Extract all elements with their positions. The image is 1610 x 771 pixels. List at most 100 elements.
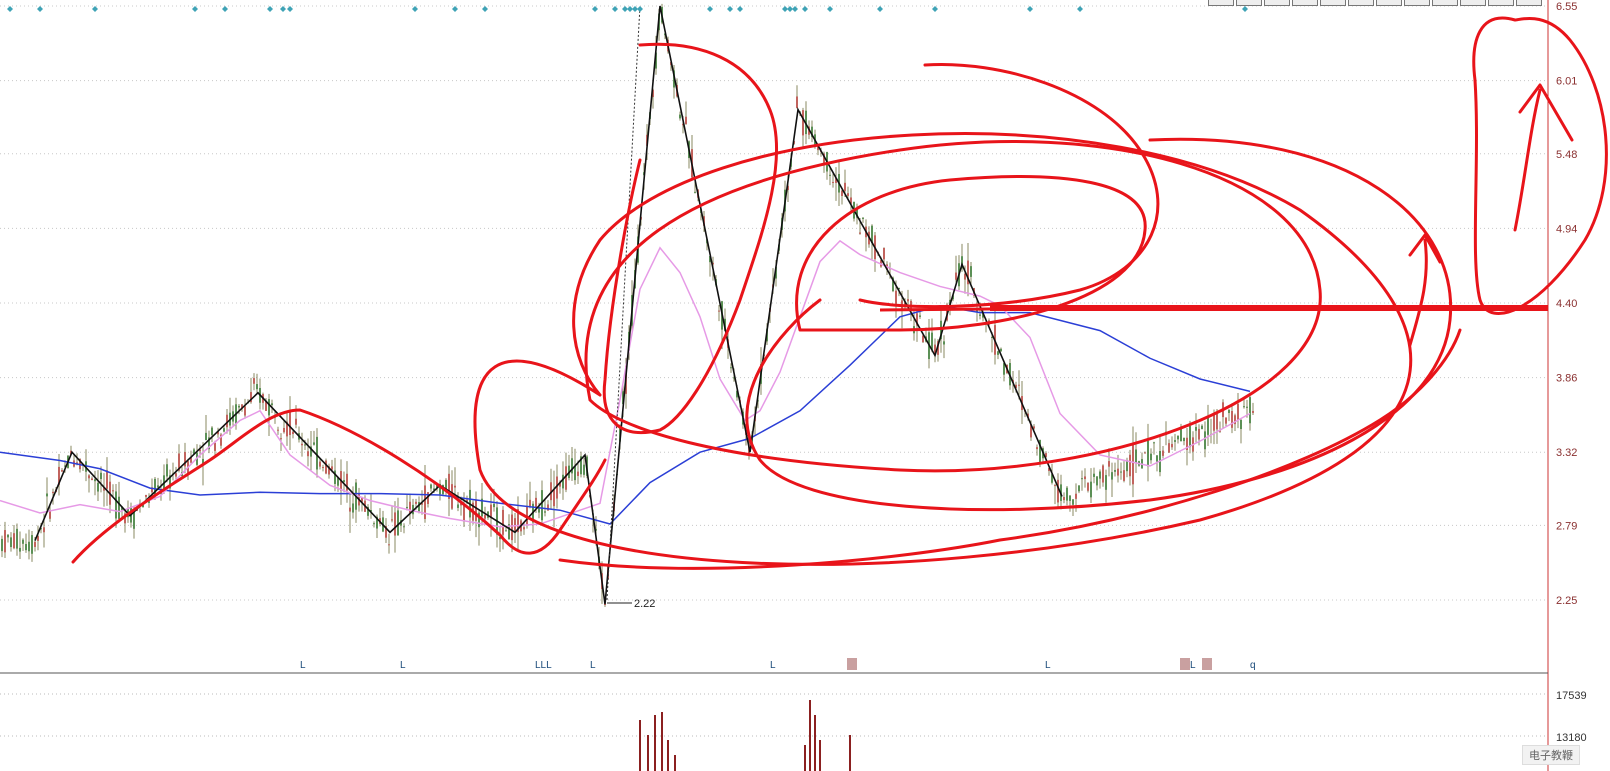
candle-body	[1132, 444, 1134, 485]
candle-body	[1219, 430, 1221, 432]
candle-body	[832, 181, 834, 183]
candle-body	[265, 400, 267, 411]
candle-body	[1228, 409, 1230, 413]
candle-body	[1036, 447, 1038, 450]
candle-body	[46, 493, 48, 497]
event-dot-26	[932, 6, 938, 12]
stroke-bottom-swoop	[558, 328, 1462, 570]
event-dot-27	[1027, 6, 1033, 12]
candle-body	[529, 499, 531, 507]
candle-body	[976, 309, 978, 313]
candle-body	[1072, 499, 1074, 505]
event-dot-18	[727, 6, 733, 12]
candle-body	[580, 456, 582, 475]
candle-body	[211, 427, 213, 435]
candle-body	[64, 465, 66, 467]
toolbar-button-7[interactable]	[1376, 0, 1402, 6]
candle-body	[811, 126, 813, 137]
toolbar-button-1[interactable]	[1208, 0, 1234, 6]
candle-body	[430, 484, 432, 489]
candle-body	[367, 506, 369, 516]
toolbar-button-5[interactable]	[1320, 0, 1346, 6]
moving-average-0	[0, 304, 1251, 525]
candle-body	[1117, 468, 1119, 476]
candle-body	[484, 514, 486, 519]
candle-body	[574, 465, 576, 481]
candle-body	[193, 449, 195, 455]
candle-body	[1069, 495, 1071, 501]
candle-body	[544, 511, 546, 513]
candle-body	[307, 451, 309, 457]
candle-body	[217, 431, 219, 435]
candle-body	[1087, 482, 1089, 491]
stroke-loop-spike	[602, 42, 778, 435]
toolbar-button-3[interactable]	[1264, 0, 1290, 6]
event-dot-11	[592, 6, 598, 12]
candle-body	[13, 533, 15, 549]
candle-body	[1126, 460, 1128, 472]
candle-body	[91, 478, 93, 481]
candle-body	[322, 467, 324, 469]
candle-body	[199, 449, 201, 452]
candle-body	[373, 523, 375, 525]
candle-body	[1033, 426, 1035, 429]
candle-body	[334, 470, 336, 484]
candle-body	[1231, 410, 1233, 428]
toolbar-button-2[interactable]	[1236, 0, 1262, 6]
stroke-ellipse-inner	[795, 175, 1147, 332]
candle-body	[712, 262, 714, 265]
dotted-guide	[606, 5, 641, 601]
event-dot-23	[802, 6, 808, 12]
y-tick-label-1: 6.01	[1556, 76, 1577, 88]
candle-body	[1249, 397, 1251, 424]
candle-body	[1195, 426, 1197, 431]
event-marker-3: L	[590, 660, 596, 671]
toolbar-button-6[interactable]	[1348, 0, 1374, 6]
event-dot-1	[37, 6, 43, 12]
candle-body	[1201, 425, 1203, 430]
candle-body	[1051, 474, 1053, 483]
event-dot-2	[92, 6, 98, 12]
candle-body	[1030, 424, 1032, 438]
toolbar-button-4[interactable]	[1292, 0, 1318, 6]
candle-body	[1000, 348, 1002, 352]
candle-body	[871, 225, 873, 244]
candle-body	[1156, 455, 1158, 462]
candle-body	[25, 544, 27, 551]
candle-body	[445, 479, 447, 491]
toolbar-button-10[interactable]	[1460, 0, 1486, 6]
candle-body	[1015, 384, 1017, 389]
event-dot-15	[632, 6, 638, 12]
volume-bars	[639, 700, 851, 771]
candle-body	[166, 464, 168, 477]
candle-body	[991, 336, 993, 338]
toolbar-button-9[interactable]	[1432, 0, 1458, 6]
candle-body	[1096, 476, 1098, 486]
candle-body	[1240, 419, 1242, 430]
candle-body	[850, 197, 852, 204]
candle-body	[169, 475, 171, 489]
candle-body	[391, 519, 393, 521]
candle-body	[718, 310, 720, 312]
candle-body	[16, 528, 18, 549]
candle-body	[118, 496, 120, 519]
candle-body	[22, 539, 24, 544]
candle-body	[823, 153, 825, 166]
candle-body	[709, 256, 711, 263]
candle-body	[934, 344, 936, 356]
toolbar-button-12[interactable]	[1516, 0, 1542, 6]
candle-body	[100, 472, 102, 480]
y-tick-label-2: 5.48	[1556, 149, 1577, 161]
candle-body	[436, 484, 438, 489]
candle-body	[553, 489, 555, 507]
event-dot-22	[792, 6, 798, 12]
toolbar-button-8[interactable]	[1404, 0, 1430, 6]
toolbar-button-11[interactable]	[1488, 0, 1514, 6]
candle-body	[898, 287, 900, 289]
candle-body	[1207, 415, 1209, 435]
candle-body	[730, 367, 732, 369]
candle-body	[250, 392, 252, 403]
y-tick-label-5: 3.86	[1556, 373, 1577, 385]
candle-body	[922, 335, 924, 343]
candle-body	[1198, 428, 1200, 440]
